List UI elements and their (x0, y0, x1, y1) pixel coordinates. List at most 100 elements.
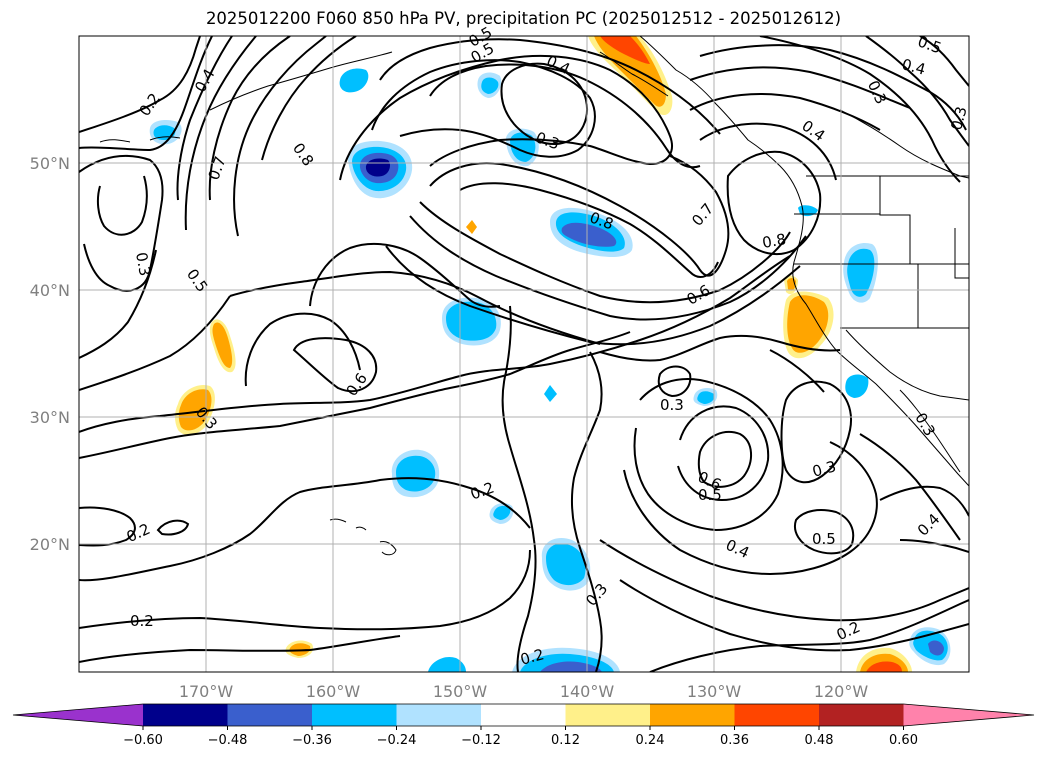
colorbar: −0.60 −0.48 −0.36 −0.24 −0.12 0.12 0.24 0.36 0.4… (12, 703, 1035, 748)
precip-negative-area (928, 640, 944, 656)
pv-contour-line (501, 305, 537, 672)
pv-contour-line (379, 38, 721, 135)
pv-contour-line (899, 539, 969, 553)
lon-tick-label: 160°W (306, 682, 361, 701)
pv-contour-line (156, 519, 190, 536)
coastline (209, 51, 393, 111)
coastline (355, 526, 367, 531)
colorbar-segment (396, 704, 482, 726)
coastlines (99, 36, 969, 556)
pv-contour-line (96, 175, 148, 236)
pv-contour-line (689, 93, 881, 131)
pv-contour-line (429, 63, 701, 169)
precip-negative-area (546, 543, 586, 586)
colorbar-tick-label: 0.12 (551, 733, 580, 748)
pv-contour-line (244, 312, 361, 387)
pv-contour-line (385, 245, 801, 346)
colorbar-extend-min (13, 704, 143, 726)
contour-label: 0.4 (900, 55, 928, 79)
pv-contour-line (759, 36, 961, 183)
contour-label: 0.3 (660, 396, 684, 414)
precip-positive-area (594, 36, 666, 107)
pv-contour-line (419, 201, 791, 304)
pv-contour-line (409, 215, 807, 321)
pv-contour-line (697, 431, 752, 488)
colorbar-segment (650, 704, 735, 726)
pv-contour-line (79, 249, 157, 359)
colorbar-tick-label: 0.24 (636, 733, 665, 748)
colorbar-tick-label: −0.24 (377, 733, 417, 748)
pv-contour-line (208, 36, 291, 201)
lon-tick-label: 120°W (814, 682, 869, 701)
pv-contour-line (79, 331, 631, 459)
pv-contour-line (261, 36, 357, 161)
pv-contour-line (79, 549, 531, 631)
precip-positive-area (866, 661, 902, 672)
pv-contour-line (619, 579, 969, 652)
precip-negative-area (544, 385, 557, 402)
lon-tick-label: 150°W (433, 682, 488, 701)
lat-tick-label: 40°N (30, 281, 70, 300)
precip-positive-area (787, 295, 829, 353)
pv-contour-line (865, 36, 969, 147)
graticule (79, 36, 969, 672)
contour-label: 0.3 (947, 104, 971, 132)
precip-negative-area (396, 455, 436, 492)
contour-labels: 0.2 0.4 0.5 0.4 0.3 0.3 0.4 0.5 0.4 0.7 … (124, 23, 971, 669)
pv-contour-line (79, 36, 213, 152)
contour-label: 0.2 (518, 645, 546, 669)
pv-contour-line (699, 44, 967, 131)
precip-positive-area (212, 322, 233, 368)
pv-contour-line (633, 378, 784, 532)
contour-label: 0.3 (810, 457, 838, 481)
coastline (149, 136, 181, 141)
border (845, 329, 969, 401)
pv-contour-line (726, 150, 822, 256)
border (879, 176, 969, 265)
coastline (379, 541, 397, 556)
pv-contour-line (769, 349, 825, 393)
contour-label: 0.5 (812, 530, 836, 548)
pv-contour-line (623, 441, 878, 576)
pv-contour-line (859, 433, 961, 541)
map-content (79, 36, 969, 672)
lat-tick-label: 50°N (30, 154, 70, 173)
contour-label: 0.8 (761, 230, 788, 252)
colorbar-segment (734, 704, 820, 726)
pv-contour-line (429, 155, 730, 277)
pv-contour-line (599, 334, 841, 362)
pv-contour-line (371, 59, 596, 158)
pv-contour-line (229, 270, 601, 345)
precip-negative-area (561, 222, 617, 247)
map-title: 2025012200 F060 850 hPa PV, precipitatio… (205, 9, 842, 28)
pv-contour-line (780, 380, 852, 484)
pv-contour-line (459, 182, 719, 278)
precip-negative-area (481, 77, 499, 94)
colorbar-segment (481, 704, 566, 726)
pv-contour-line (649, 599, 969, 672)
colorbar-segment (227, 704, 313, 726)
coastline (329, 518, 347, 523)
pv-contours (79, 36, 969, 672)
precip-shading (149, 36, 951, 672)
pv-contour-line (677, 405, 770, 502)
pv-contour-line (309, 242, 501, 308)
contour-label: 0.2 (130, 612, 154, 630)
lon-tick-labels: 170°W 160°W 150°W 140°W 130°W 120°W (179, 682, 869, 701)
pv-contour-line (79, 295, 231, 391)
colorbar-segment (819, 704, 904, 726)
colorbar-segment (565, 704, 651, 726)
precip-negative-area (339, 68, 369, 93)
pv-contour-line (292, 337, 378, 393)
precip-negative-area (845, 374, 869, 398)
pv-contour-line (79, 155, 164, 292)
pv-contour-line (657, 365, 692, 398)
coastline (99, 139, 131, 143)
lat-tick-label: 20°N (30, 535, 70, 554)
colorbar-tick-label: −0.36 (292, 733, 332, 748)
precip-positive-area (466, 220, 477, 234)
lat-tick-label: 30°N (30, 408, 70, 427)
coastline (839, 109, 969, 179)
map-frame (78, 35, 970, 673)
lon-tick-label: 140°W (560, 682, 615, 701)
